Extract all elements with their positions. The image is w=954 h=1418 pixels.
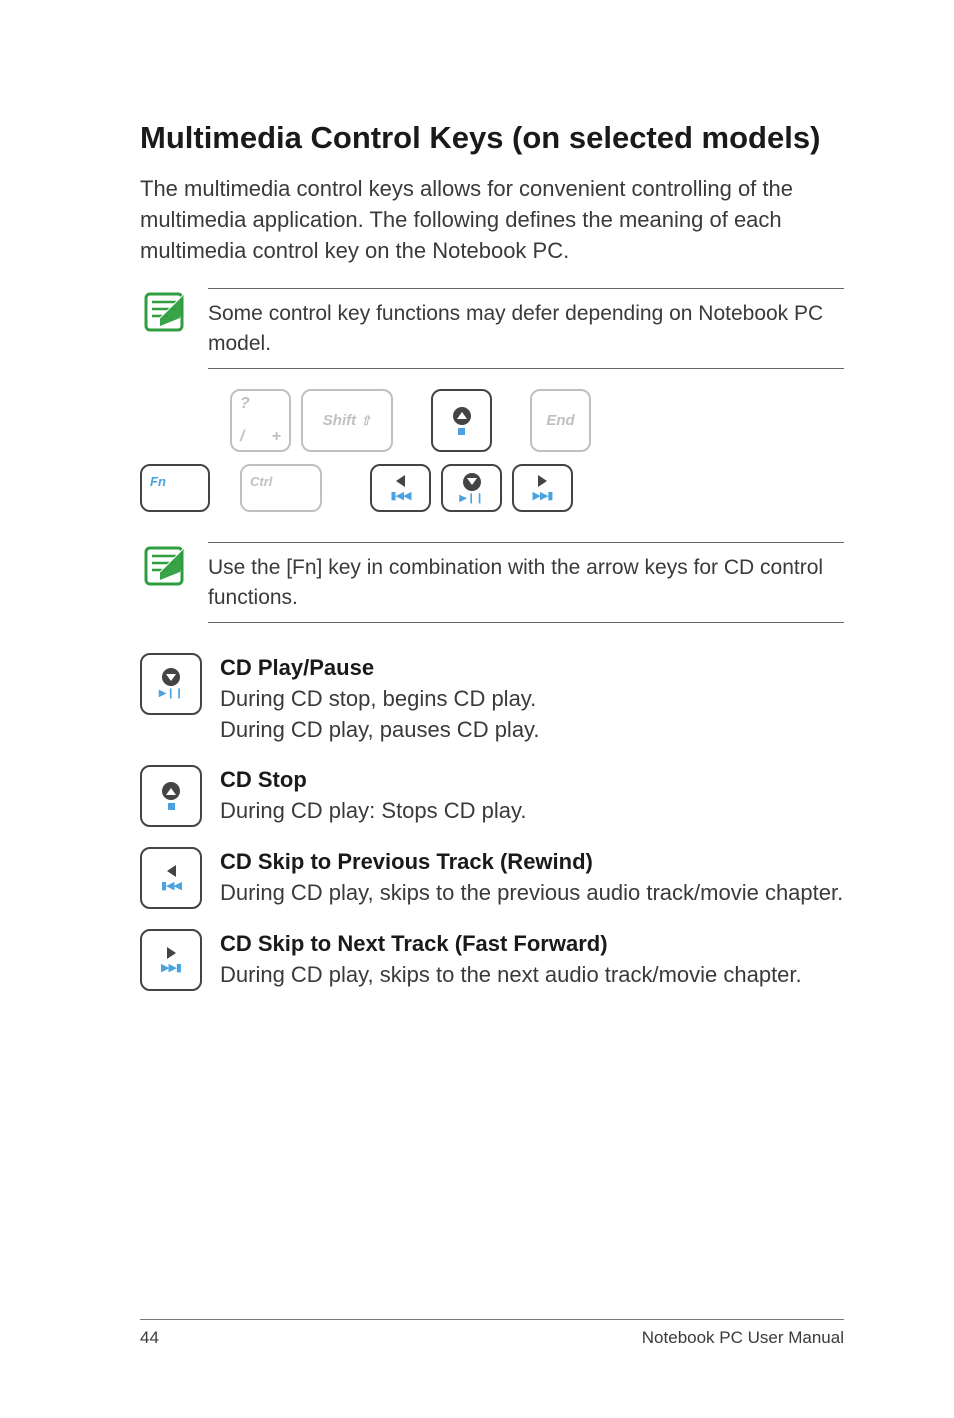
function-list: ▶❙❙ CD Play/Pause During CD stop, begins…	[140, 653, 844, 991]
key-ctrl-label: Ctrl	[250, 474, 272, 489]
func-play-pause: ▶❙❙ CD Play/Pause During CD stop, begins…	[140, 653, 844, 745]
intro-paragraph: The multimedia control keys allows for c…	[140, 174, 844, 266]
arrow-up-icon	[453, 407, 471, 425]
func-body: During CD play: Stops CD play.	[220, 798, 527, 823]
func-key-stop	[140, 765, 202, 827]
key-slash-top: ?	[240, 395, 250, 413]
arrow-down-icon	[463, 473, 481, 491]
key-fn: Fn	[140, 464, 210, 512]
arrow-right-icon	[167, 947, 176, 959]
key-left: ▮◀◀	[370, 464, 431, 512]
func-body: During CD play, skips to the next audio …	[220, 962, 802, 987]
key-fn-label: Fn	[150, 474, 166, 489]
arrow-left-icon	[396, 475, 405, 487]
skip-prev-icon: ▮◀◀	[391, 489, 411, 502]
key-ctrl: Ctrl	[240, 464, 322, 512]
key-slash: ? / +	[230, 389, 291, 452]
note-text-1: Some control key functions may defer dep…	[208, 288, 844, 369]
note-block-1: Some control key functions may defer dep…	[140, 288, 844, 369]
note-block-2: Use the [Fn] key in combination with the…	[140, 542, 844, 623]
skip-next-icon: ▶▶▮	[533, 489, 553, 502]
key-right: ▶▶▮	[512, 464, 573, 512]
func-body: During CD stop, begins CD play.	[220, 686, 536, 711]
key-end: End	[530, 389, 591, 452]
skip-next-icon: ▶▶▮	[161, 961, 181, 974]
key-shift: Shift ⇧	[301, 389, 393, 452]
play-pause-icon: ▶❙❙	[159, 688, 183, 699]
key-down: ▶❙❙	[441, 464, 502, 512]
func-body: During CD play, skips to the previous au…	[220, 880, 843, 905]
func-title: CD Skip to Previous Track (Rewind)	[220, 849, 593, 874]
page-number: 44	[140, 1328, 159, 1348]
func-title: CD Play/Pause	[220, 655, 374, 680]
keyboard-row-top: ? / + Shift ⇧ End	[140, 389, 844, 452]
arrow-right-icon	[538, 475, 547, 487]
skip-prev-icon: ▮◀◀	[161, 879, 181, 892]
func-key-next: ▶▶▮	[140, 929, 202, 991]
func-title: CD Stop	[220, 767, 307, 792]
arrow-left-icon	[167, 865, 176, 877]
arrow-down-icon	[162, 668, 180, 686]
func-next: ▶▶▮ CD Skip to Next Track (Fast Forward)…	[140, 929, 844, 991]
note-icon	[140, 542, 188, 590]
stop-icon	[458, 428, 465, 435]
func-prev: ▮◀◀ CD Skip to Previous Track (Rewind) D…	[140, 847, 844, 909]
key-slash-bl: /	[240, 428, 244, 446]
play-pause-icon: ▶❙❙	[459, 493, 483, 504]
key-up	[431, 389, 492, 452]
stop-icon	[168, 803, 175, 810]
func-body: During CD play, pauses CD play.	[220, 717, 540, 742]
footer-title: Notebook PC User Manual	[642, 1328, 844, 1348]
shift-arrow-icon: ⇧	[360, 413, 371, 428]
note-text-2: Use the [Fn] key in combination with the…	[208, 542, 844, 623]
func-key-play-pause: ▶❙❙	[140, 653, 202, 715]
func-key-prev: ▮◀◀	[140, 847, 202, 909]
func-title: CD Skip to Next Track (Fast Forward)	[220, 931, 608, 956]
page-footer: 44 Notebook PC User Manual	[140, 1319, 844, 1348]
key-end-label: End	[546, 412, 574, 429]
keyboard-row-bottom: Fn Ctrl ▮◀◀ ▶❙❙ ▶▶▮	[140, 464, 844, 512]
key-shift-label: Shift	[323, 412, 356, 429]
func-stop: CD Stop During CD play: Stops CD play.	[140, 765, 844, 827]
page-heading: Multimedia Control Keys (on selected mod…	[140, 120, 844, 156]
note-icon	[140, 288, 188, 336]
key-slash-br: +	[272, 428, 281, 446]
arrow-up-icon	[162, 782, 180, 800]
